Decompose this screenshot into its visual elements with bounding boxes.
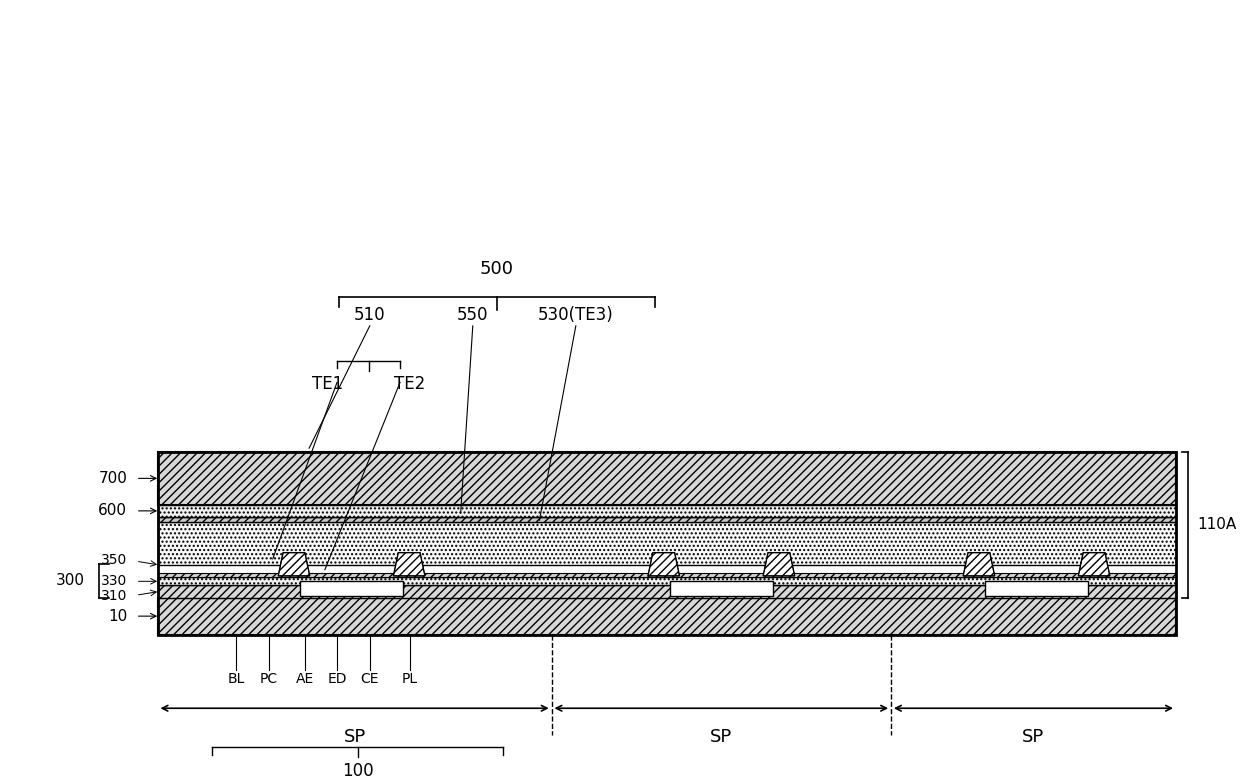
Bar	[157, 585, 1176, 597]
Text: AE: AE	[296, 672, 315, 686]
Bar	[157, 505, 1176, 517]
Text: 100: 100	[342, 763, 373, 781]
Text: SP: SP	[1022, 727, 1044, 745]
Text: PC: PC	[260, 672, 278, 686]
Text: 110A: 110A	[1198, 518, 1238, 532]
Text: CE: CE	[361, 672, 379, 686]
Bar	[157, 573, 1176, 577]
Bar	[670, 580, 773, 596]
Text: 350: 350	[100, 554, 128, 568]
Text: PL: PL	[402, 672, 418, 686]
Text: 530(TE3): 530(TE3)	[538, 306, 614, 324]
Text: BL: BL	[228, 672, 246, 686]
Text: 310: 310	[100, 589, 128, 603]
Text: 500: 500	[480, 260, 515, 278]
Polygon shape	[393, 553, 425, 576]
Text: 600: 600	[98, 503, 128, 518]
Text: TE2: TE2	[394, 374, 425, 392]
Polygon shape	[649, 553, 680, 576]
Text: 300: 300	[56, 573, 84, 588]
Text: 550: 550	[458, 306, 489, 324]
Polygon shape	[1079, 553, 1110, 576]
Bar	[157, 522, 1176, 565]
Bar	[985, 580, 1087, 596]
Text: 330: 330	[100, 574, 128, 588]
Polygon shape	[278, 553, 310, 576]
Text: SP: SP	[711, 727, 733, 745]
Bar	[157, 577, 1176, 585]
Text: ED: ED	[327, 672, 347, 686]
Bar	[157, 452, 1176, 635]
Bar	[157, 597, 1176, 635]
Text: SP: SP	[343, 727, 366, 745]
Bar	[300, 580, 403, 596]
Bar	[157, 517, 1176, 522]
Polygon shape	[763, 553, 795, 576]
Text: TE1: TE1	[311, 374, 343, 392]
Text: 10: 10	[108, 608, 128, 623]
Text: 700: 700	[98, 471, 128, 486]
Text: 510: 510	[353, 306, 386, 324]
Bar	[157, 452, 1176, 505]
Polygon shape	[963, 553, 994, 576]
